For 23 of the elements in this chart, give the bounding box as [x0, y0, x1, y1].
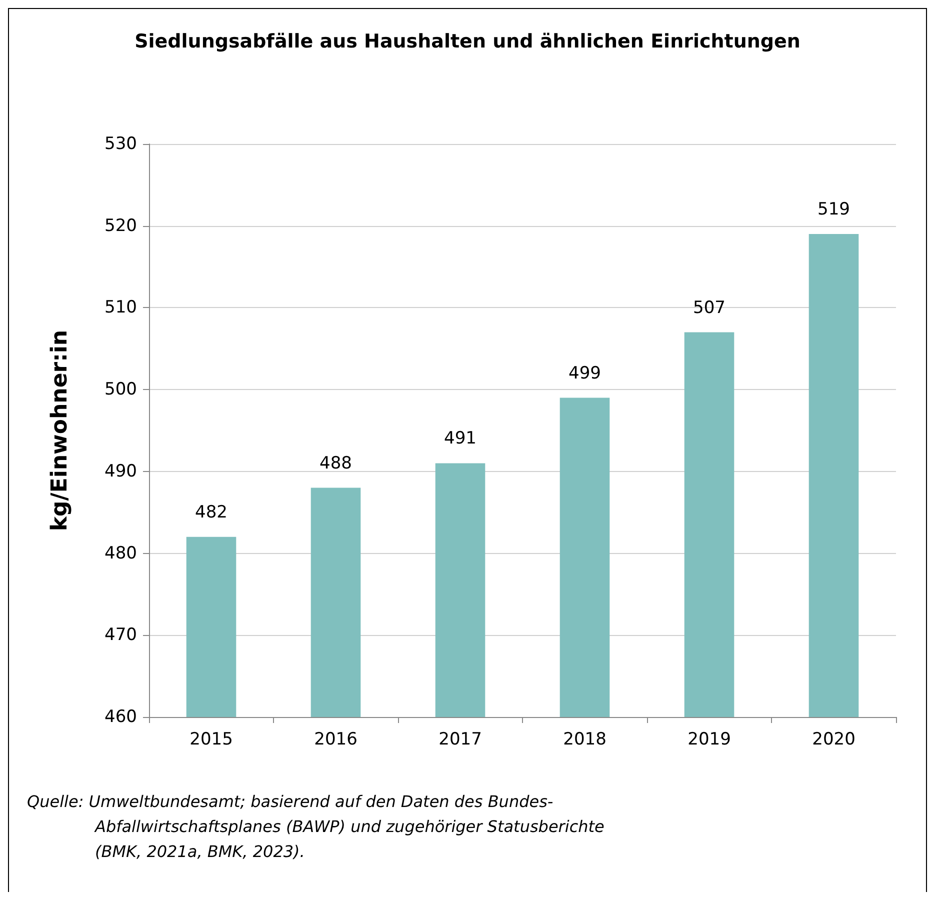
x-tick-label: 2017	[438, 730, 482, 750]
source-note: Quelle: Umweltbundesamt; basierend auf den Daten des Bundes-Abfallwirtschaftsplanes (BAWP) und zugehöriger Statusberichte (BMK, 2021a, BMK, 2023).	[27, 791, 606, 863]
data-label: 519	[818, 200, 850, 220]
y-tick-label: 530	[104, 134, 137, 154]
y-tick-label: 500	[104, 380, 137, 400]
x-tick-label: 2019	[688, 730, 731, 750]
x-tick-label: 2018	[563, 730, 606, 750]
x-tick-label: 2016	[314, 730, 358, 750]
data-label: 499	[568, 363, 601, 384]
y-tick-label: 510	[104, 298, 137, 318]
y-tick-label: 470	[104, 625, 137, 646]
data-label: 488	[320, 453, 352, 474]
y-tick-label: 520	[104, 216, 137, 236]
x-tick-label: 2015	[190, 730, 233, 750]
data-label: 482	[195, 502, 228, 522]
y-tick-label: 480	[104, 543, 137, 564]
y-tick-label: 460	[104, 707, 137, 727]
chart-title: Siedlungsabfälle aus Haushalten und ähnlichen Einrichtungen	[134, 30, 800, 52]
x-tick-label: 2020	[812, 730, 856, 750]
data-label: 507	[693, 298, 726, 318]
y-tick-label: 490	[104, 461, 137, 482]
y-axis-title: kg/Einwohner:in	[48, 330, 72, 532]
data-label: 491	[444, 428, 476, 449]
